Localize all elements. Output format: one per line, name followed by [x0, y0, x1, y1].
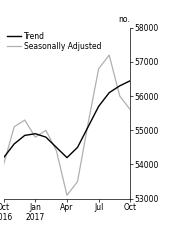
Trend	[66, 156, 68, 159]
Seasonally Adjusted	[24, 119, 26, 122]
Trend	[119, 85, 121, 87]
Trend	[129, 79, 131, 82]
Trend	[34, 132, 36, 135]
Seasonally Adjusted	[13, 125, 15, 128]
Seasonally Adjusted	[55, 149, 58, 152]
Trend	[24, 134, 26, 137]
Trend	[108, 91, 110, 94]
Seasonally Adjusted	[3, 163, 5, 166]
Seasonally Adjusted	[45, 129, 47, 132]
Trend	[55, 146, 58, 149]
Line: Trend: Trend	[4, 81, 130, 158]
Legend: Trend, Seasonally Adjusted: Trend, Seasonally Adjusted	[7, 32, 102, 51]
Seasonally Adjusted	[119, 95, 121, 97]
Seasonally Adjusted	[66, 194, 68, 197]
Seasonally Adjusted	[108, 54, 110, 56]
Trend	[45, 136, 47, 139]
Text: no.: no.	[119, 15, 130, 24]
Seasonally Adjusted	[129, 108, 131, 111]
Trend	[13, 143, 15, 145]
Trend	[3, 156, 5, 159]
Trend	[87, 125, 89, 128]
Seasonally Adjusted	[98, 67, 100, 70]
Trend	[98, 105, 100, 108]
Line: Seasonally Adjusted: Seasonally Adjusted	[4, 55, 130, 195]
Seasonally Adjusted	[34, 136, 36, 139]
Trend	[76, 146, 79, 149]
Seasonally Adjusted	[76, 180, 79, 183]
Seasonally Adjusted	[87, 122, 89, 125]
